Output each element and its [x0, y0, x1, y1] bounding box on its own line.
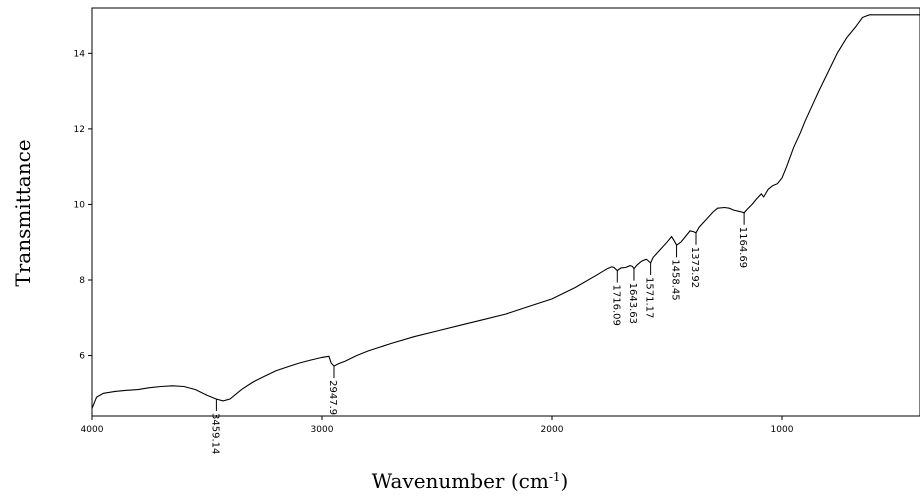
plot-frame — [91, 7, 920, 417]
peak-label: 1643.63 — [627, 283, 638, 324]
x-axis-title-tail: ) — [561, 469, 569, 493]
x-axis-title: Wavenumber (cm-1) — [372, 469, 569, 493]
peak-label: 1373.92 — [689, 247, 700, 288]
x-tick-label: 4000 — [81, 425, 104, 435]
y-tick-label: 14 — [74, 49, 86, 59]
y-tick-label: 12 — [74, 125, 85, 135]
y-axis-title: Transmittance — [11, 139, 35, 286]
peak-label: 1164.69 — [737, 227, 748, 268]
peak-label: 1571.17 — [644, 277, 655, 318]
peak-label: 3459.14 — [209, 413, 220, 454]
y-tick-label: 6 — [79, 352, 85, 362]
peak-label: 2947.9 — [327, 380, 338, 415]
peak-label: 1458.45 — [670, 259, 681, 300]
x-tick-label: 2000 — [541, 425, 564, 435]
series-line — [91, 14, 920, 409]
peak-annotations: 3459.14 2947.9 1716.09 1643.63 1571.17 1458.4… — [209, 212, 748, 454]
y-tick-label: 10 — [74, 200, 86, 210]
y-axis: 6 8 10 12 14 — [74, 49, 92, 362]
x-axis-title-superscript: -1 — [549, 470, 561, 484]
x-tick-label: 3000 — [311, 425, 334, 435]
plot-area — [91, 7, 920, 417]
y-tick-label: 8 — [79, 276, 85, 286]
peak-label: 1716.09 — [610, 285, 621, 326]
x-tick-label: 1000 — [771, 425, 794, 435]
x-axis: 4000 3000 2000 1000 — [81, 416, 794, 435]
x-axis-title-main: Wavenumber (cm — [372, 469, 549, 493]
